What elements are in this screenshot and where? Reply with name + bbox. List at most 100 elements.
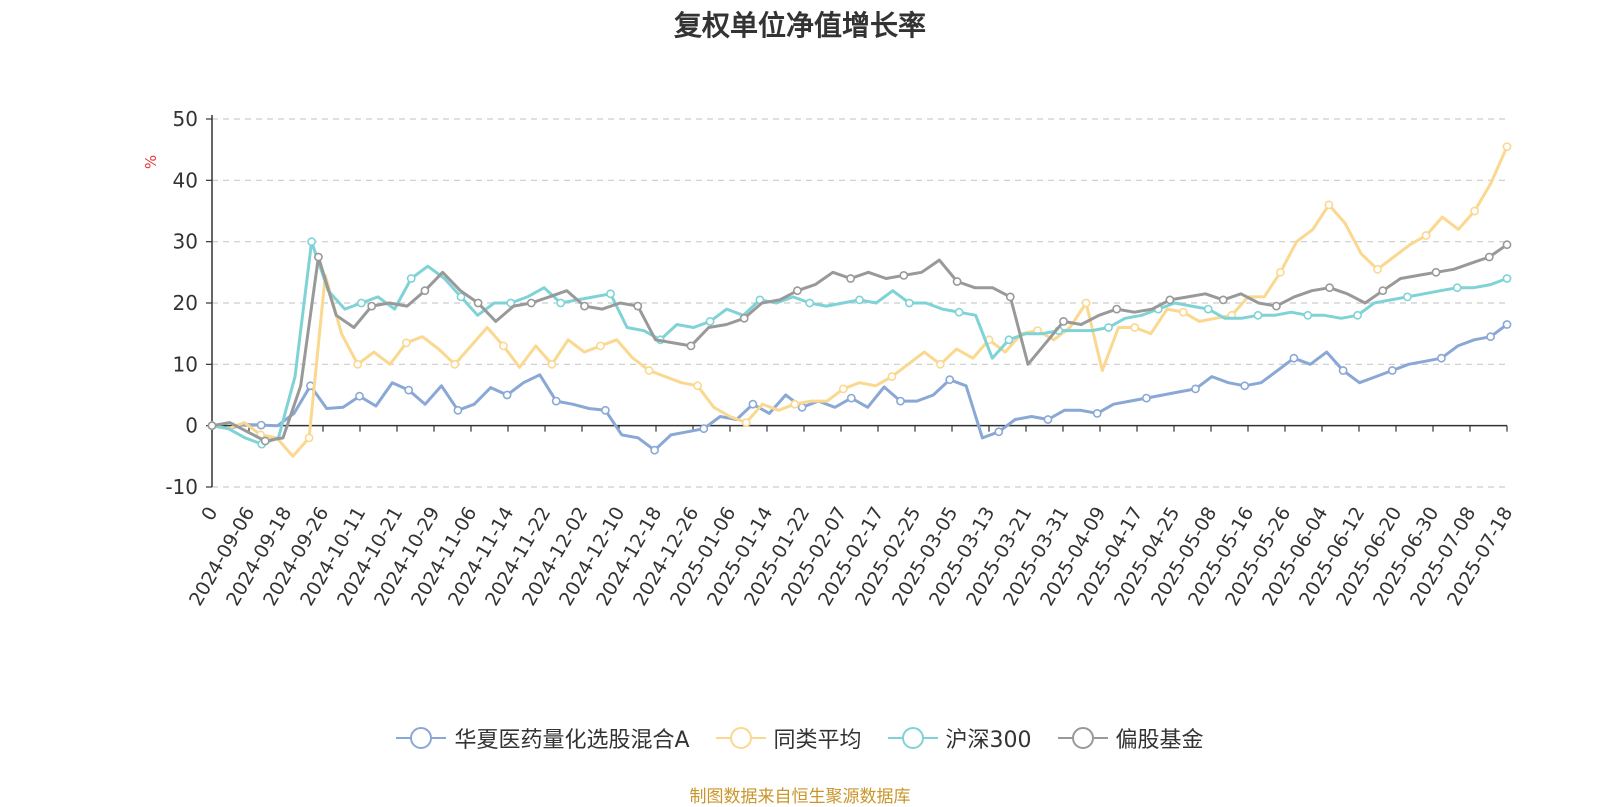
y-axis-label: % [142,155,160,169]
data-point [404,385,414,395]
legend-marker-icon [887,727,938,749]
data-point [1178,307,1188,317]
data-point [606,289,615,299]
data-point [1452,283,1462,293]
data-point [207,421,217,431]
legend-item[interactable]: 华夏医药量化选股混合A [396,722,690,754]
series-0 [207,320,1512,455]
data-point [1338,366,1348,375]
data-point [1004,335,1014,345]
data-point [502,390,512,400]
data-source-note: 制图数据来自恒生聚源数据库 [689,787,911,807]
data-point [556,298,566,308]
data-point [1165,295,1175,305]
x-tick-label: 0 [197,503,222,524]
data-point [367,301,377,311]
data-point [1253,310,1263,320]
data-point [256,420,266,430]
data-point [1484,252,1494,262]
data-point [580,301,589,311]
legend-marker-icon [715,727,766,749]
legend-label: 华夏医药量化选股混合A [454,728,690,753]
data-point [526,298,536,308]
data-point [307,237,316,247]
data-point [1403,292,1412,302]
data-point [1324,200,1334,210]
data-point [705,316,715,326]
data-point [1502,240,1512,250]
y-tick-label: 30 [173,230,198,254]
data-point [1130,323,1140,332]
data-point [1431,267,1441,277]
data-point [741,418,751,427]
data-point [551,396,561,406]
data-point [1240,381,1250,391]
data-point [1387,366,1397,375]
data-point [805,298,815,308]
data-point [498,341,508,351]
data-point [1373,264,1382,274]
data-point [1104,323,1113,332]
data-point [846,393,856,403]
data-point [304,433,314,443]
data-point [1502,320,1512,329]
legend-label: 偏股基金 [1115,728,1204,753]
legend: 华夏医药量化选股混合A 同类平均 沪深300 偏股基金 [0,722,1600,754]
y-tick-label: 50 [173,107,198,131]
y-tick-label: 10 [173,352,198,376]
legend-label: 同类平均 [773,728,862,753]
data-point [954,307,964,317]
data-point [739,313,749,323]
data-point [355,391,364,401]
data-point [994,427,1004,437]
data-point [406,274,416,283]
data-point [260,436,270,446]
data-point [601,405,610,415]
data-point [896,396,905,406]
data-point [356,298,366,308]
data-point [838,384,848,394]
data-point [1303,310,1313,320]
data-point [353,359,363,369]
data-point [1005,292,1015,302]
data-point [887,372,897,381]
data-point [846,274,855,283]
chart-title: 复权单位净值增长率 [673,9,926,42]
legend-item[interactable]: 沪深300 [887,722,1032,754]
data-point [450,359,460,369]
legend-item[interactable]: 同类平均 [715,722,862,754]
data-point [1325,283,1334,293]
x-axis: 02024-09-062024-09-182024-09-262024-10-1… [185,424,1517,610]
data-point [686,341,696,351]
series-layer [207,142,1512,458]
data-point [748,399,758,409]
data-point [1092,408,1102,418]
data-point [1502,142,1512,151]
data-point [945,375,955,385]
data-point [1203,304,1213,314]
data-point [313,252,323,262]
data-point [633,301,643,311]
data-point [420,286,430,296]
data-point [1059,316,1068,326]
data-point [699,424,709,434]
legend-item[interactable]: 偏股基金 [1057,722,1204,754]
data-point [1142,393,1151,403]
y-tick-label: 40 [173,168,198,192]
series-line [211,145,1509,458]
legend-marker-icon [396,727,447,749]
data-point [899,270,909,280]
series-3 [207,240,1512,446]
data-point [1421,231,1431,240]
y-tick-label: 20 [173,291,198,315]
data-point [855,295,864,305]
data-point [1081,298,1091,308]
series-2 [207,237,1512,449]
data-point [793,286,802,296]
y-tick-label: 0 [185,414,198,438]
data-point [1112,304,1122,314]
data-point [1218,295,1228,305]
data-point [936,359,945,369]
data-point [1043,415,1053,424]
